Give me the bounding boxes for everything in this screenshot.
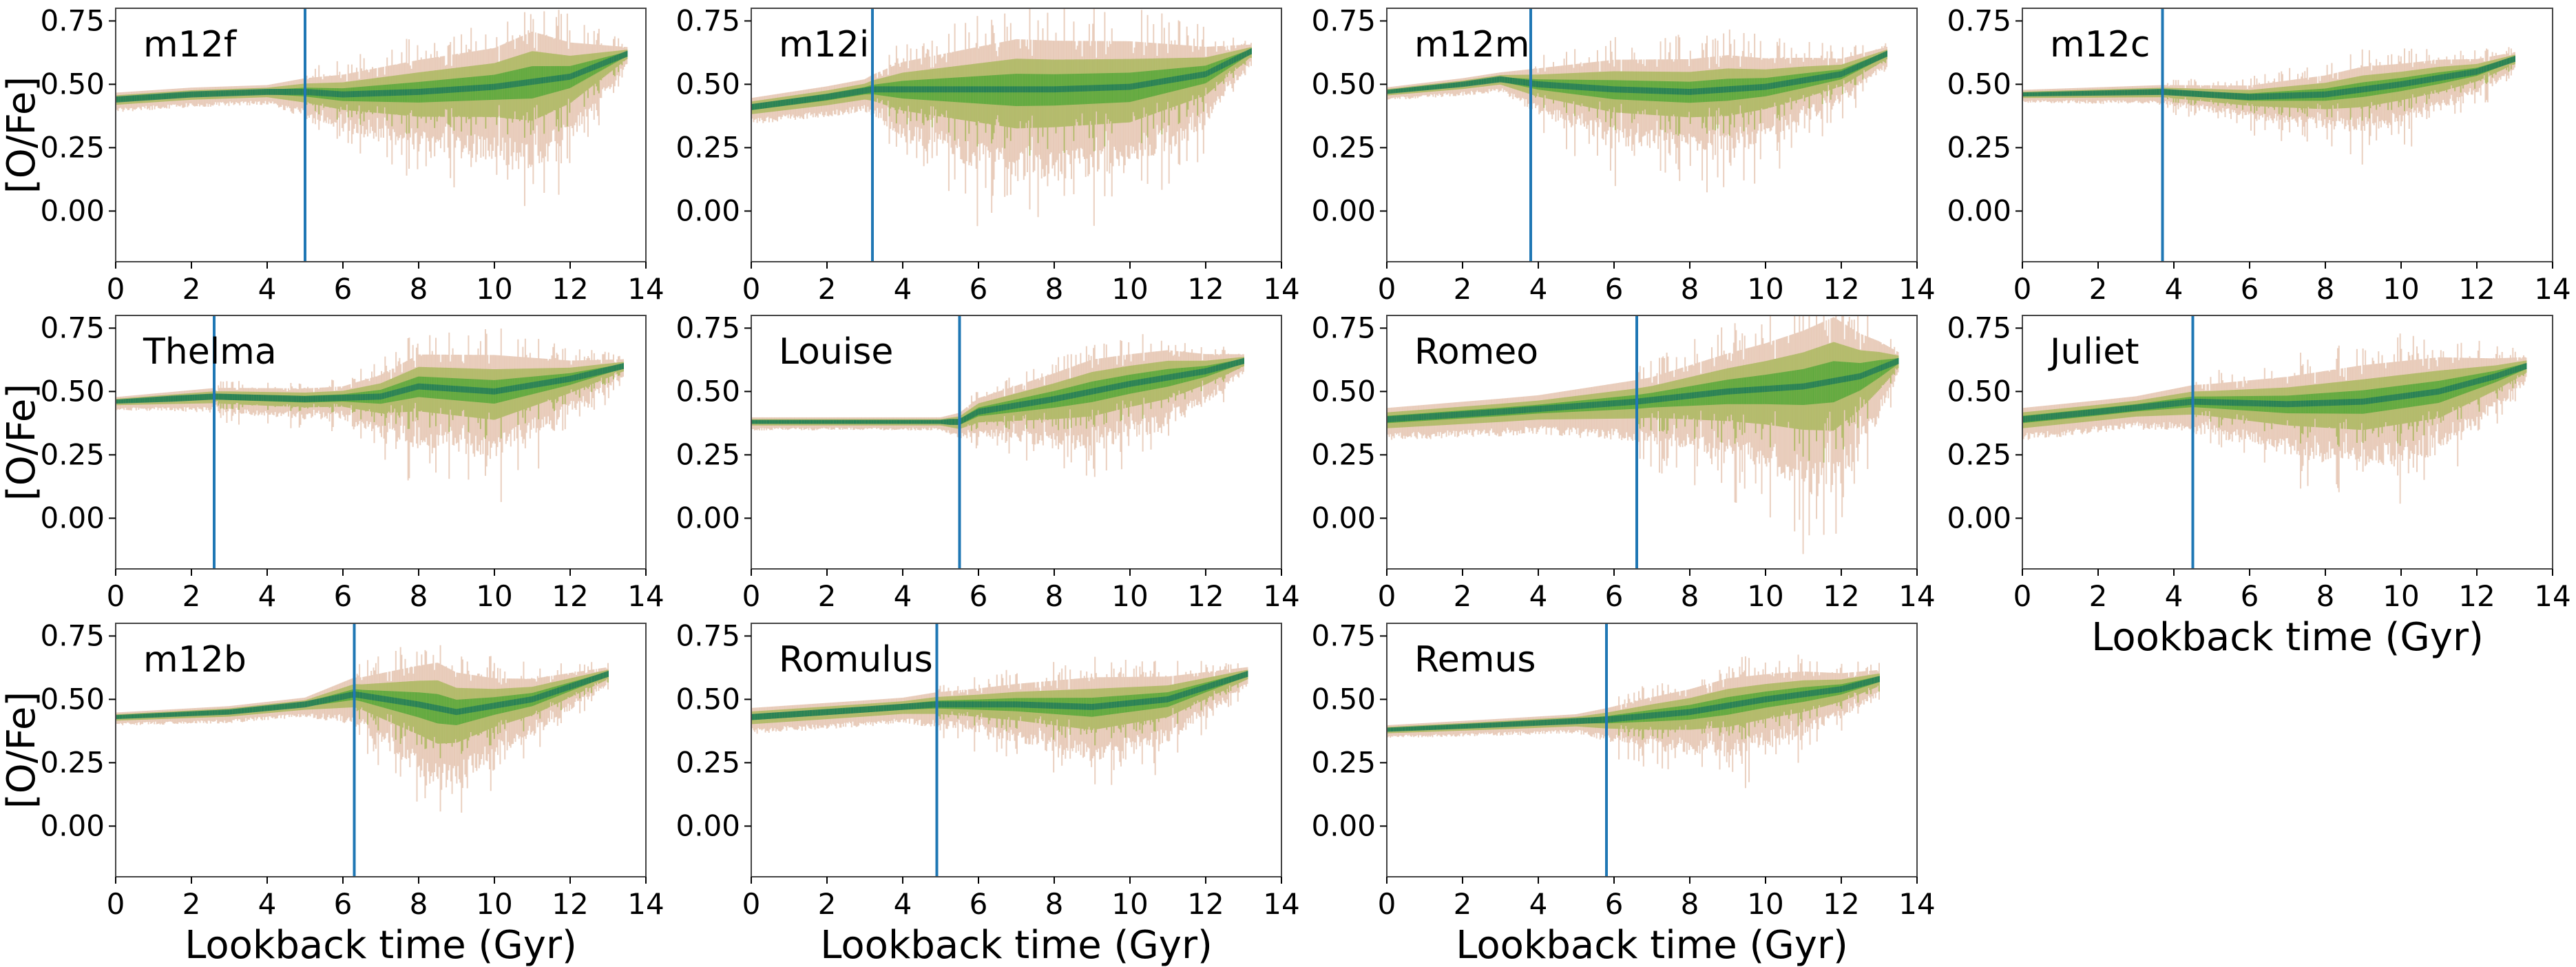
panel-m12f: 0 2 4 6 8 10 12 14 0.00 0.25 0.50 0.75 m12f [O/Fe]: [0, 3, 664, 306]
x-tick-label: 2: [182, 272, 201, 306]
x-tick-label: 6: [334, 272, 353, 306]
x-tick-label: 10: [476, 272, 512, 306]
x-tick-label: 14: [627, 272, 664, 306]
data-band: [116, 10, 628, 207]
x-tick-label: 12: [1187, 272, 1224, 306]
x-tick-label: 4: [258, 272, 277, 306]
x-tick-label: 2: [818, 272, 837, 306]
y-tick-label: 0.00: [676, 194, 740, 227]
data-band: [751, 8, 1253, 227]
x-tick-label: 0: [742, 272, 761, 306]
axes-frame: [115, 8, 647, 262]
y-tick-label: 0.25: [676, 130, 740, 164]
x-tick-label: 8: [410, 272, 428, 306]
x-tick-label: 12: [552, 272, 588, 306]
y-tick-label: 0.75: [40, 3, 105, 37]
x-tick-label: 0: [107, 272, 125, 306]
x-tick-label: 4: [894, 272, 912, 306]
y-tick-label: 0.50: [40, 67, 105, 101]
x-tick-label: 14: [1263, 272, 1299, 306]
axes-frame: [751, 8, 1282, 262]
y-tick-label: 0.50: [676, 67, 740, 101]
x-tick-label: 6: [970, 272, 988, 306]
y-tick-label: 0.00: [40, 194, 105, 227]
x-tick-label: 10: [1111, 272, 1148, 306]
data-band: [1387, 29, 1888, 193]
panel-label: m12f: [143, 24, 238, 65]
y-axis-label: [O/Fe]: [0, 76, 44, 194]
panel-m12i: 0 2 4 6 8 10 12 14 0.00 0.25 0.50 0.75 m12i: [676, 3, 1299, 306]
y-tick-label: 0.75: [676, 3, 740, 37]
x-tick-label: 8: [1045, 272, 1064, 306]
y-tick-label: 0.25: [40, 130, 105, 164]
panel-label: m12i: [779, 24, 869, 65]
